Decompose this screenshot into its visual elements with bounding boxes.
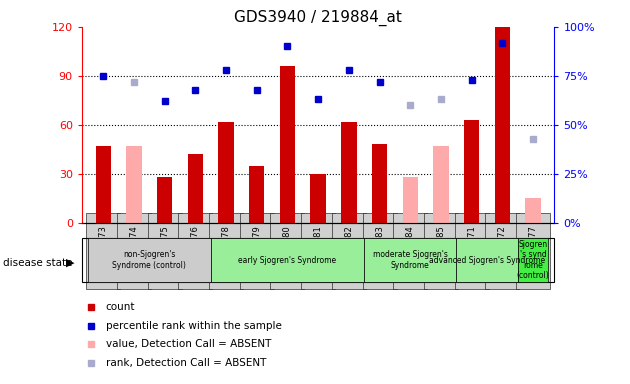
Text: value, Detection Call = ABSENT: value, Detection Call = ABSENT (106, 339, 271, 349)
Text: advanced Sjogren's Syndrome: advanced Sjogren's Syndrome (429, 256, 545, 265)
Bar (403, 177, 418, 223)
Bar (341, 121, 357, 223)
Title: GDS3940 / 219884_at: GDS3940 / 219884_at (234, 9, 402, 25)
Bar (127, 146, 142, 223)
Text: Sjogren
's synd
rome
(control): Sjogren 's synd rome (control) (517, 240, 549, 280)
Bar (372, 144, 387, 223)
Bar (495, 27, 510, 223)
FancyBboxPatch shape (364, 238, 456, 282)
FancyBboxPatch shape (88, 238, 211, 282)
Text: percentile rank within the sample: percentile rank within the sample (106, 321, 282, 331)
FancyBboxPatch shape (518, 238, 548, 282)
Bar (525, 198, 541, 223)
FancyBboxPatch shape (456, 238, 518, 282)
Text: ▶: ▶ (66, 258, 74, 268)
Bar (280, 66, 295, 223)
Text: non-Sjogren's
Syndrome (control): non-Sjogren's Syndrome (control) (113, 250, 186, 270)
Text: early Sjogren's Syndrome: early Sjogren's Syndrome (238, 256, 336, 265)
Bar (188, 154, 203, 223)
Bar (464, 120, 479, 223)
Text: count: count (106, 302, 135, 312)
Text: rank, Detection Call = ABSENT: rank, Detection Call = ABSENT (106, 358, 266, 368)
Bar (433, 146, 449, 223)
Bar (96, 146, 111, 223)
FancyBboxPatch shape (211, 238, 364, 282)
Text: disease state: disease state (3, 258, 72, 268)
Bar (219, 121, 234, 223)
Bar (249, 166, 265, 223)
Bar (311, 174, 326, 223)
Text: moderate Sjogren's
Syndrome: moderate Sjogren's Syndrome (373, 250, 448, 270)
Bar (157, 177, 173, 223)
